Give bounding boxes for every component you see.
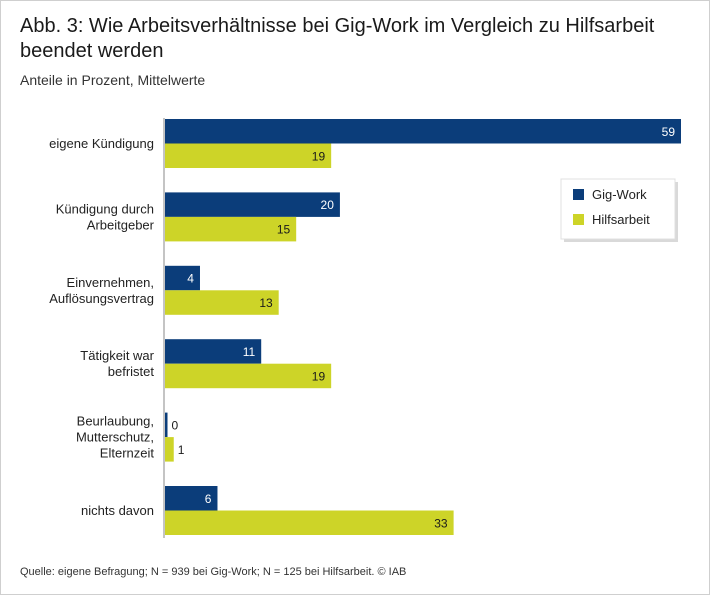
bar-hilfsarbeit bbox=[165, 363, 332, 389]
category-label-line: Tätigkeit war bbox=[80, 348, 154, 363]
data-label: 0 bbox=[172, 418, 179, 432]
bar-hilfsarbeit bbox=[165, 290, 279, 315]
category-label-line: nichts davon bbox=[81, 503, 154, 518]
category-label: eigene Kündigung bbox=[49, 136, 154, 151]
category-label: Beurlaubung, Mutterschutz, Elternzeit bbox=[76, 414, 154, 461]
bar-gig-work bbox=[165, 119, 681, 144]
data-label: 59 bbox=[662, 125, 676, 139]
category-label-line: Arbeitgeber bbox=[87, 217, 155, 232]
category-group: 0 1 Beurlaubung, Mutterschutz, Elternzeit bbox=[76, 412, 185, 462]
category-group: 59 19 eigene Kündigung bbox=[49, 119, 681, 168]
legend-label-gig-work: Gig-Work bbox=[592, 187, 647, 202]
category-label-line: Einvernehmen, bbox=[67, 275, 154, 290]
data-label: 11 bbox=[243, 345, 256, 359]
category-group: 11 19 Tätigkeit war befristet bbox=[80, 339, 332, 389]
bar-hilfsarbeit bbox=[165, 216, 297, 242]
bar-gig-work bbox=[165, 412, 168, 438]
category-label-line: Auflösungsvertrag bbox=[49, 291, 154, 306]
source-note: Quelle: eigene Befragung; N = 939 bei Gi… bbox=[20, 566, 407, 578]
category-label: nichts davon bbox=[81, 503, 154, 518]
category-label-line: Kündigung durch bbox=[56, 201, 154, 216]
legend: Gig-Work Hilfsarbeit bbox=[560, 178, 678, 242]
category-group: 6 33 nichts davon bbox=[81, 486, 454, 535]
category-label-line: Beurlaubung, bbox=[77, 414, 154, 429]
data-label: 4 bbox=[187, 272, 194, 286]
chart-subtitle: Anteile in Prozent, Mittelwerte bbox=[20, 72, 206, 88]
category-label-line: befristet bbox=[108, 364, 155, 379]
legend-label-hilfsarbeit: Hilfsarbeit bbox=[592, 212, 650, 227]
bar-hilfsarbeit bbox=[165, 510, 454, 535]
data-label: 33 bbox=[434, 516, 448, 530]
data-label: 20 bbox=[321, 198, 335, 212]
data-label: 19 bbox=[312, 149, 326, 163]
bar-gig-work bbox=[165, 486, 218, 511]
legend-swatch-hilfsarbeit bbox=[573, 214, 584, 225]
legend-swatch-gig-work bbox=[573, 189, 584, 200]
data-label: 15 bbox=[277, 223, 291, 237]
category-label-line: Mutterschutz, bbox=[76, 430, 154, 445]
category-group: 20 15 Kündigung durch Arbeitgeber bbox=[56, 192, 340, 242]
category-label-line: eigene Kündigung bbox=[49, 136, 154, 151]
category-group: 4 13 Einvernehmen, Auflösungsvertrag bbox=[49, 265, 279, 315]
bar-gig-work bbox=[165, 339, 262, 364]
bar-gig-work bbox=[165, 265, 200, 291]
data-label: 19 bbox=[312, 369, 326, 383]
bar-gig-work bbox=[165, 192, 340, 217]
category-label: Tätigkeit war befristet bbox=[80, 348, 154, 379]
bar-hilfsarbeit bbox=[165, 143, 332, 168]
category-label-line: Elternzeit bbox=[100, 446, 155, 461]
data-label: 13 bbox=[259, 296, 273, 310]
data-label: 1 bbox=[178, 443, 185, 457]
category-label: Kündigung durch Arbeitgeber bbox=[56, 201, 155, 232]
bar-hilfsarbeit bbox=[165, 437, 174, 462]
data-label: 6 bbox=[205, 492, 212, 506]
chart-title: Abb. 3: Wie Arbeitsverhältnisse bei Gig-… bbox=[20, 15, 655, 62]
category-label: Einvernehmen, Auflösungsvertrag bbox=[49, 275, 154, 306]
